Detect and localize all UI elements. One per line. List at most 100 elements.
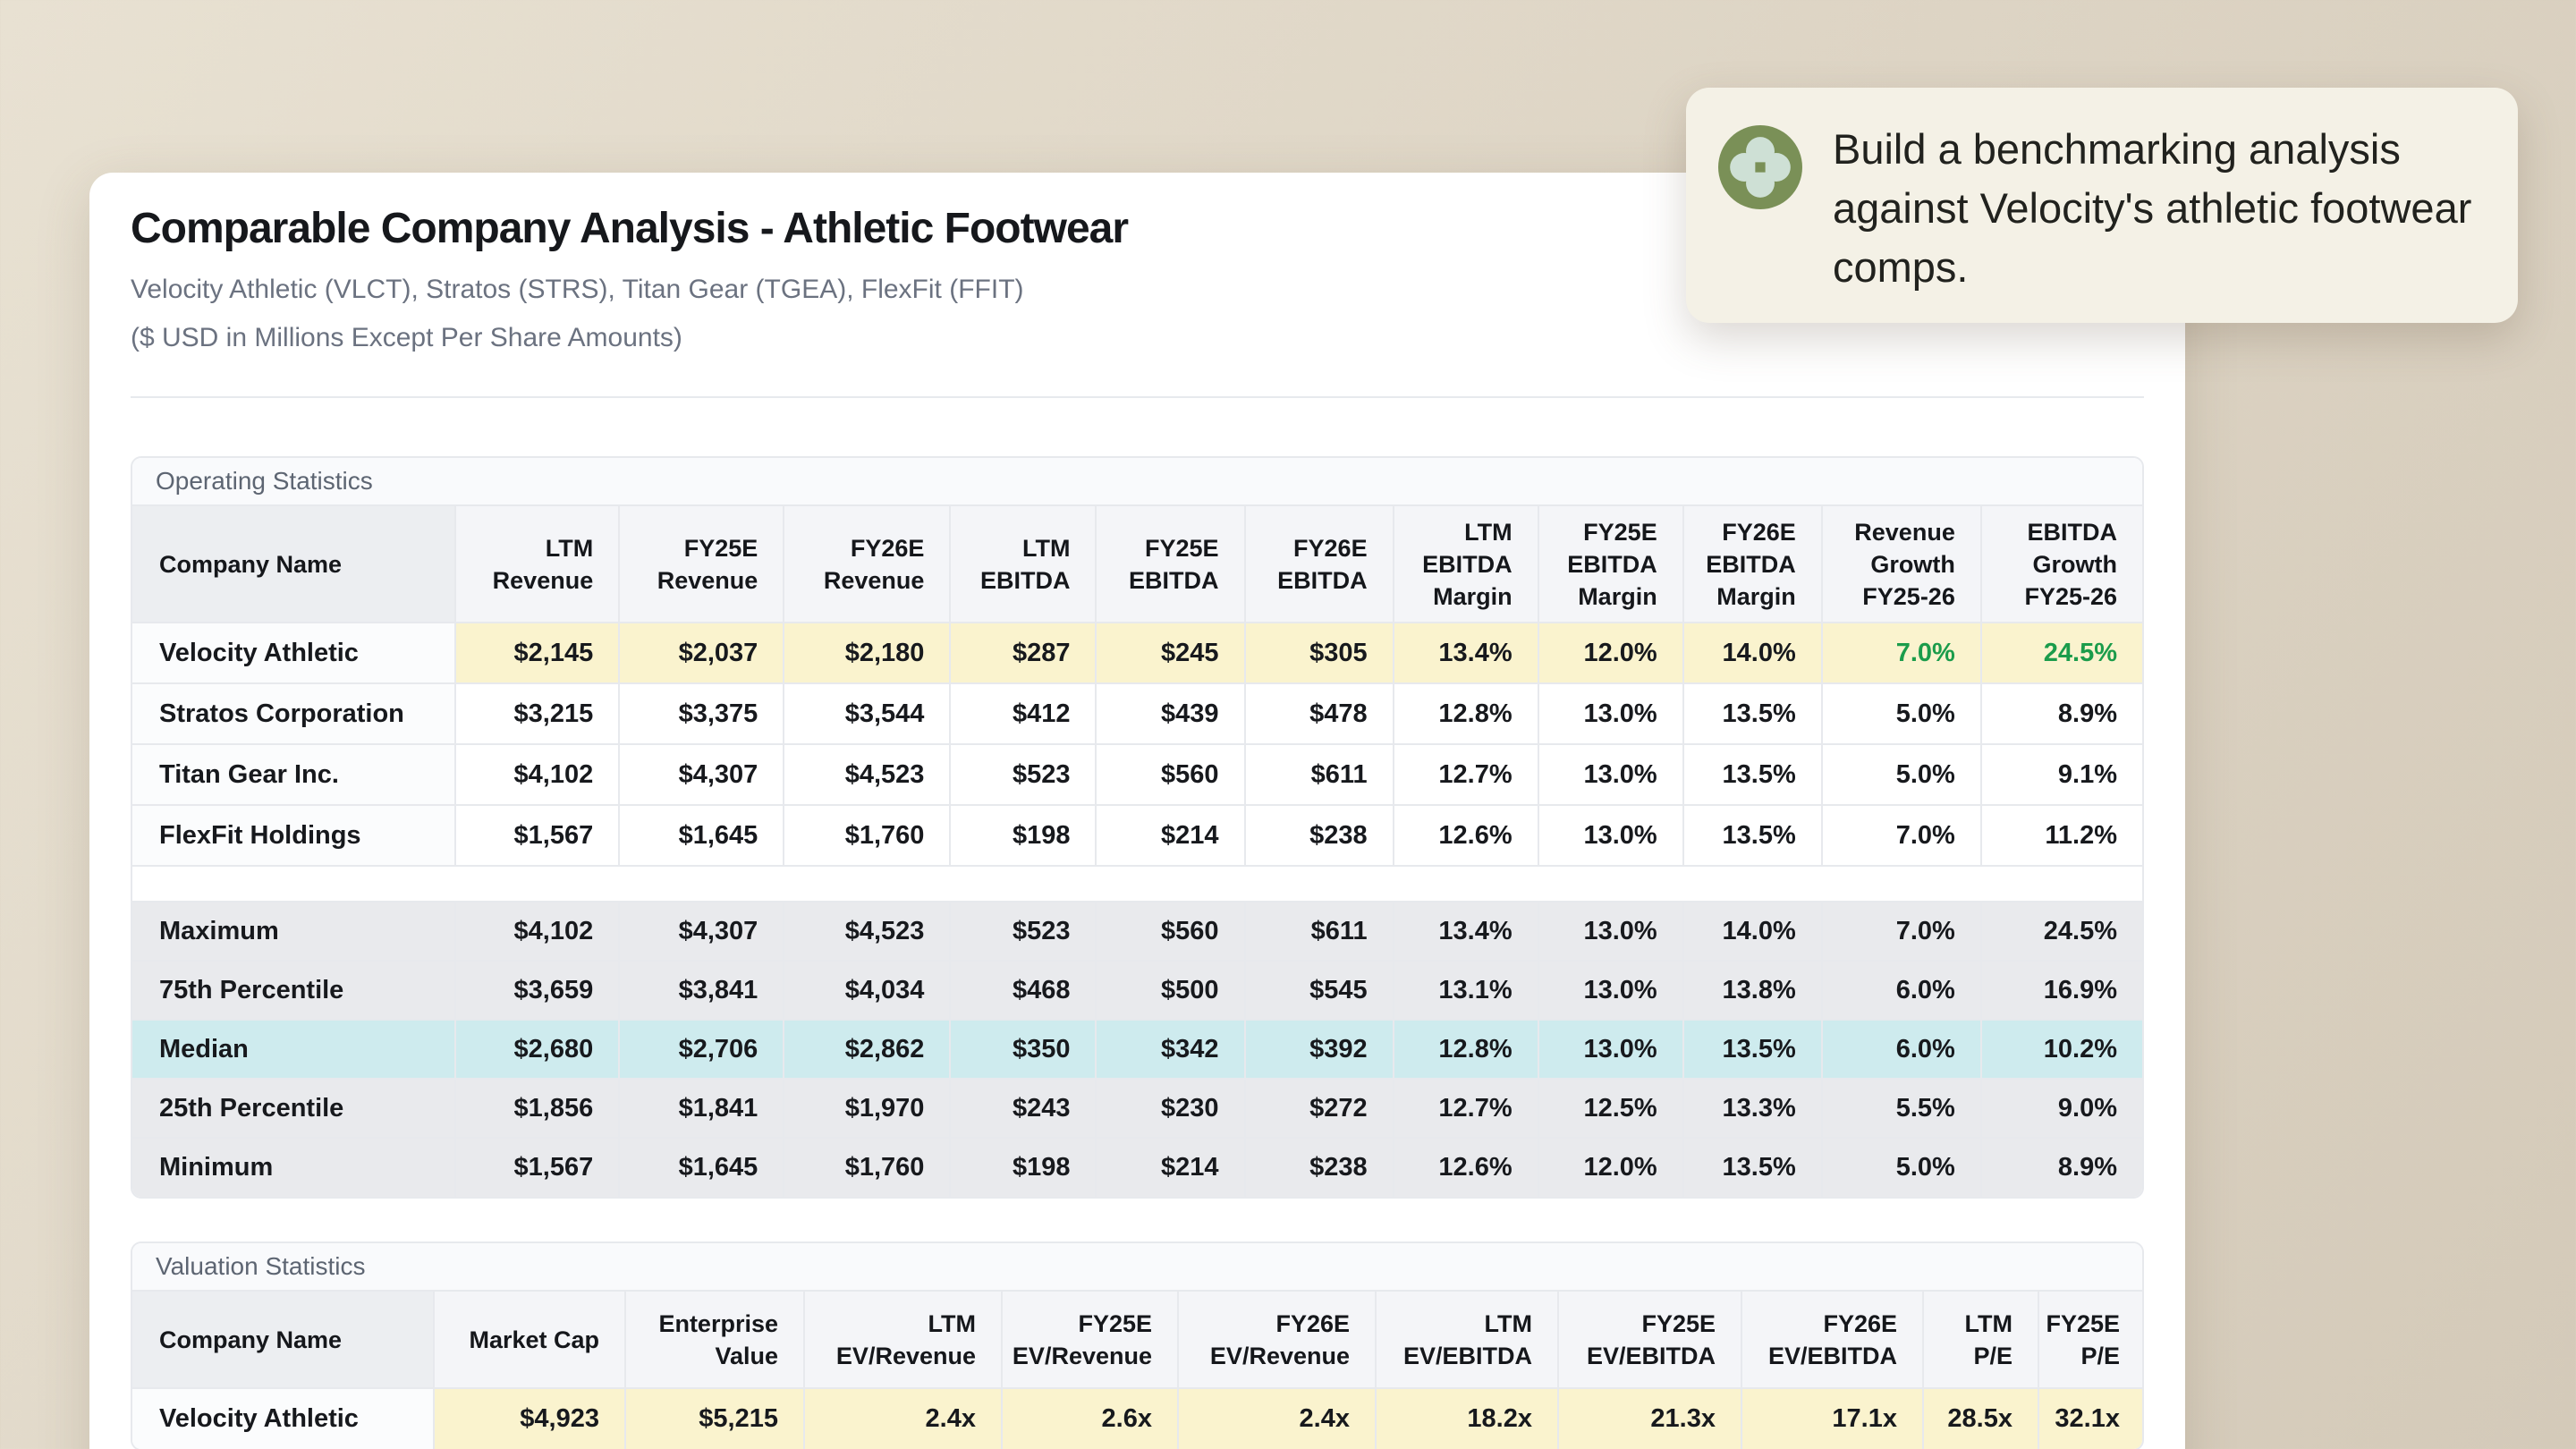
row-label: Velocity Athletic bbox=[132, 623, 457, 684]
operating-statistics-section: Operating Statistics Company Name LTM Rev… bbox=[131, 456, 2144, 1199]
value-cell: 13.3% bbox=[1682, 1079, 1823, 1139]
value-cell: 5.5% bbox=[1821, 1079, 1982, 1139]
value-cell: $350 bbox=[950, 1020, 1097, 1080]
value-cell: 12.8% bbox=[1393, 1020, 1539, 1080]
column-header: FY26E EBITDA Margin bbox=[1682, 506, 1823, 623]
value-cell: 13.0% bbox=[1538, 902, 1684, 962]
column-header: LTM EBITDA bbox=[950, 506, 1097, 623]
column-header: FY26E EV/EBITDA bbox=[1741, 1292, 1924, 1389]
value-cell: $2,706 bbox=[619, 1020, 785, 1080]
value-cell: $1,645 bbox=[619, 805, 785, 867]
value-cell: 14.0% bbox=[1682, 623, 1823, 684]
column-header: LTM EV/EBITDA bbox=[1376, 1292, 1559, 1389]
value-cell: $4,307 bbox=[619, 744, 785, 806]
column-header: LTM EV/Revenue bbox=[804, 1292, 1003, 1389]
column-header: LTM P/E bbox=[1923, 1292, 2039, 1389]
value-cell: $5,215 bbox=[625, 1388, 805, 1449]
value-cell: 14.0% bbox=[1682, 902, 1823, 962]
value-cell: 12.6% bbox=[1393, 805, 1539, 867]
value-cell: $1,645 bbox=[619, 1138, 785, 1197]
value-cell: $2,037 bbox=[619, 623, 785, 684]
prompt-card: Build a benchmarking analysis against Ve… bbox=[1686, 88, 2518, 323]
value-cell: 13.5% bbox=[1682, 805, 1823, 867]
value-cell: 12.6% bbox=[1393, 1138, 1539, 1197]
value-cell: 13.5% bbox=[1682, 1138, 1823, 1197]
value-cell: $2,680 bbox=[455, 1020, 621, 1080]
value-cell: $560 bbox=[1096, 744, 1246, 806]
row-label: 75th Percentile bbox=[132, 961, 457, 1021]
value-cell: $523 bbox=[950, 902, 1097, 962]
spacer-row bbox=[132, 866, 2142, 902]
company-row: FlexFit Holdings $1,567 $1,645 $1,760 $198 $2… bbox=[132, 805, 2142, 867]
value-cell: $4,034 bbox=[784, 961, 952, 1021]
value-cell: 13.0% bbox=[1538, 683, 1684, 745]
value-cell: $611 bbox=[1244, 902, 1394, 962]
value-cell: 28.5x bbox=[1923, 1388, 2039, 1449]
row-label: Median bbox=[132, 1020, 457, 1080]
value-cell: 6.0% bbox=[1821, 961, 1982, 1021]
column-header: FY26E EV/Revenue bbox=[1178, 1292, 1377, 1389]
value-cell: 21.3x bbox=[1558, 1388, 1742, 1449]
value-cell: 13.0% bbox=[1538, 961, 1684, 1021]
value-cell: 13.1% bbox=[1393, 961, 1539, 1021]
value-cell: 18.2x bbox=[1376, 1388, 1559, 1449]
valuation-statistics-section: Valuation Statistics Company Name Market … bbox=[131, 1241, 2144, 1449]
value-cell: $342 bbox=[1096, 1020, 1246, 1080]
row-label: FlexFit Holdings bbox=[132, 805, 457, 867]
value-cell: $1,856 bbox=[455, 1079, 621, 1139]
value-cell: 5.0% bbox=[1821, 683, 1982, 745]
row-label: Titan Gear Inc. bbox=[132, 744, 457, 806]
column-header: FY25E Revenue bbox=[619, 506, 785, 623]
value-cell: $4,923 bbox=[434, 1388, 626, 1449]
value-cell: $560 bbox=[1096, 902, 1246, 962]
value-cell: 5.0% bbox=[1821, 1138, 1982, 1197]
value-cell: 13.0% bbox=[1538, 805, 1684, 867]
valuation-statistics-table: Company Name Market Cap Enterprise Value LT… bbox=[132, 1292, 2142, 1449]
operating-statistics-table: Company Name LTM Revenue FY25E Revenue FY26… bbox=[132, 506, 2142, 1197]
value-cell: $214 bbox=[1096, 805, 1246, 867]
value-cell: $611 bbox=[1244, 744, 1394, 806]
value-cell: 10.2% bbox=[1980, 1020, 2142, 1080]
analysis-card[interactable]: Comparable Company Analysis - Athletic F… bbox=[89, 173, 2185, 1449]
value-cell: 9.0% bbox=[1980, 1079, 2142, 1139]
column-header-row: Company Name LTM Revenue FY25E Revenue FY26… bbox=[132, 506, 2142, 623]
column-header: Company Name bbox=[132, 506, 457, 623]
company-row: Velocity Athletic $2,145 $2,037 $2,180 $287 $… bbox=[132, 623, 2142, 684]
page-subtitle: Velocity Athletic (VLCT), Stratos (STRS)… bbox=[131, 275, 1024, 304]
column-header: EBITDA Growth FY25-26 bbox=[1980, 506, 2142, 623]
row-label: Minimum bbox=[132, 1138, 457, 1197]
value-cell: 2.4x bbox=[1178, 1388, 1377, 1449]
value-cell: 5.0% bbox=[1821, 744, 1982, 806]
value-cell: $412 bbox=[950, 683, 1097, 745]
value-cell: 24.5% bbox=[1980, 623, 2142, 684]
summary-row: Minimum $1,567 $1,645 $1,760 $198 $214 $238 12.… bbox=[132, 1138, 2142, 1197]
value-cell: $238 bbox=[1244, 1138, 1394, 1197]
value-cell: 13.8% bbox=[1682, 961, 1823, 1021]
value-cell: $1,841 bbox=[619, 1079, 785, 1139]
column-header: Company Name bbox=[132, 1292, 435, 1389]
value-cell: 32.1x bbox=[2038, 1388, 2142, 1449]
value-cell: $523 bbox=[950, 744, 1097, 806]
value-cell: 2.4x bbox=[804, 1388, 1003, 1449]
value-cell: 12.7% bbox=[1393, 1079, 1539, 1139]
column-header-row: Company Name Market Cap Enterprise Value LT… bbox=[132, 1292, 2142, 1389]
value-cell: $4,102 bbox=[455, 744, 621, 806]
value-cell: $478 bbox=[1244, 683, 1394, 745]
column-header: Revenue Growth FY25-26 bbox=[1821, 506, 1982, 623]
value-cell: 12.5% bbox=[1538, 1079, 1684, 1139]
row-label: Maximum bbox=[132, 902, 457, 962]
section-label: Valuation Statistics bbox=[132, 1243, 2142, 1292]
header-divider bbox=[131, 396, 2144, 398]
value-cell: $545 bbox=[1244, 961, 1394, 1021]
value-cell: $245 bbox=[1096, 623, 1246, 684]
value-cell: $1,760 bbox=[784, 805, 952, 867]
summary-row: 25th Percentile $1,856 $1,841 $1,970 $243 $23… bbox=[132, 1079, 2142, 1139]
company-row: Velocity Athletic $4,923 $5,215 2.4x 2.6x 2.4… bbox=[132, 1388, 2142, 1449]
value-cell: $4,102 bbox=[455, 902, 621, 962]
value-cell: $1,567 bbox=[455, 1138, 621, 1197]
value-cell: $198 bbox=[950, 805, 1097, 867]
column-header: FY25E EV/EBITDA bbox=[1558, 1292, 1742, 1389]
value-cell: $1,760 bbox=[784, 1138, 952, 1197]
value-cell: $2,862 bbox=[784, 1020, 952, 1080]
value-cell: 7.0% bbox=[1821, 623, 1982, 684]
